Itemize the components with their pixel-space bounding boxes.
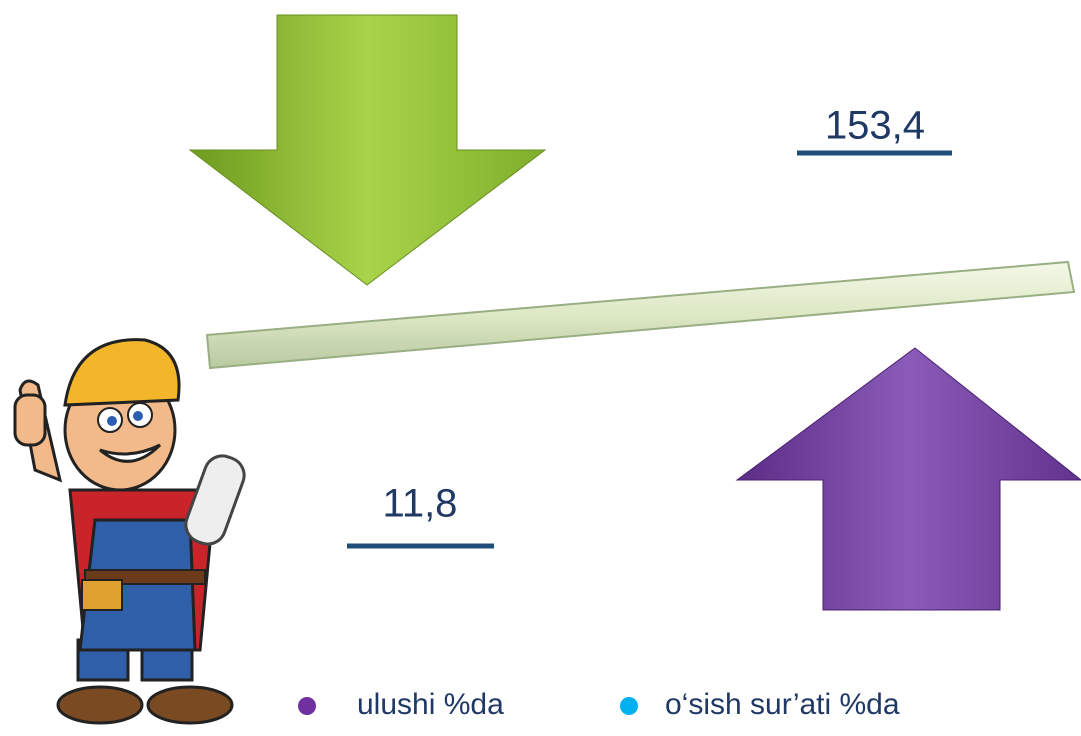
slide: 153,4 11,8 ulushi %da o‘sish sur’ati %da (0, 0, 1081, 736)
balance-bar (207, 262, 1074, 368)
up-arrow (737, 348, 1081, 610)
legend-label: ulushi %da (357, 688, 504, 721)
bottom-value: 11,8 (383, 482, 458, 526)
legend-marker (620, 697, 638, 715)
worker-illustration (15, 340, 249, 723)
page: {"labels": {"top_value": "153,4", "botto… (0, 0, 1081, 736)
down-arrow (190, 15, 545, 285)
legend-label: o‘sish sur’ati %da (665, 688, 900, 721)
legend-marker (298, 697, 316, 715)
top-value: 153,4 (825, 104, 925, 148)
